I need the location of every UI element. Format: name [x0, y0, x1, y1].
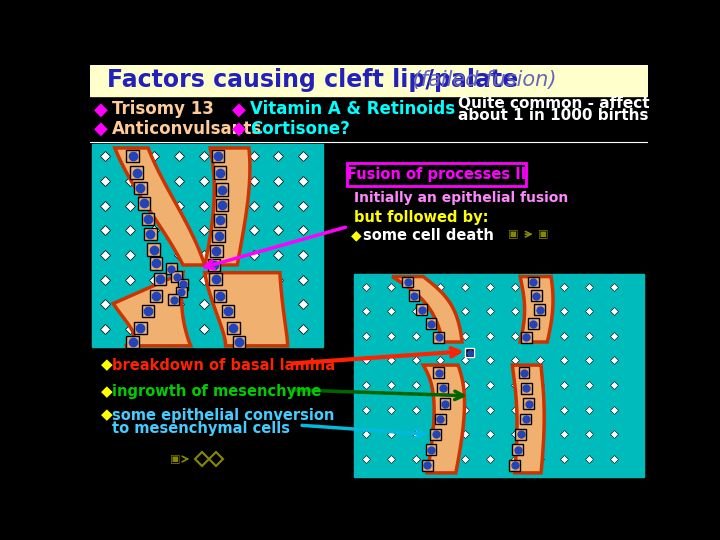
Bar — [431, 429, 441, 440]
Bar — [153, 273, 166, 285]
Bar — [178, 279, 189, 289]
Bar — [210, 245, 222, 257]
PathPatch shape — [114, 148, 204, 265]
Text: about 1 in 1000 births: about 1 in 1000 births — [458, 108, 649, 123]
Bar — [354, 274, 644, 477]
Bar — [528, 318, 539, 329]
Text: ◆: ◆ — [232, 100, 246, 118]
Bar — [214, 166, 226, 179]
Text: breakdown of basal lamina: breakdown of basal lamina — [112, 357, 335, 373]
Bar — [214, 214, 226, 226]
Bar — [90, 65, 648, 96]
Bar — [437, 383, 448, 394]
Text: ▣: ▣ — [508, 229, 518, 239]
Bar — [233, 336, 245, 348]
Bar — [513, 444, 523, 455]
Bar — [222, 305, 234, 318]
Bar — [523, 398, 534, 409]
PathPatch shape — [513, 365, 544, 473]
Text: ingrowth of mesenchyme: ingrowth of mesenchyme — [112, 384, 321, 399]
Bar — [426, 444, 436, 455]
Text: Factors causing cleft lip/palate: Factors causing cleft lip/palate — [107, 68, 518, 92]
Text: ▣: ▣ — [170, 454, 181, 464]
Bar — [534, 304, 545, 315]
Text: but followed by:: but followed by: — [354, 210, 488, 225]
Text: ◆: ◆ — [94, 120, 108, 138]
Bar — [422, 460, 433, 470]
Bar — [521, 332, 532, 343]
PathPatch shape — [204, 273, 287, 346]
Text: Anticonvulsants: Anticonvulsants — [112, 120, 262, 138]
Bar — [212, 230, 225, 242]
PathPatch shape — [113, 273, 191, 346]
Text: ◆: ◆ — [232, 120, 246, 138]
Bar — [130, 166, 143, 179]
PathPatch shape — [423, 365, 464, 473]
Bar — [142, 213, 154, 225]
Bar — [408, 291, 419, 301]
Text: Quite common - affect: Quite common - affect — [458, 96, 649, 111]
Bar — [215, 184, 228, 195]
Bar — [433, 332, 444, 343]
Bar — [435, 414, 446, 424]
Bar — [134, 182, 147, 194]
Bar — [531, 291, 542, 301]
Text: Initially an epithelial fusion: Initially an epithelial fusion — [354, 191, 568, 205]
Text: ◆: ◆ — [351, 229, 362, 243]
Bar — [521, 383, 532, 394]
PathPatch shape — [204, 148, 250, 265]
Bar — [134, 322, 147, 334]
Bar — [127, 150, 139, 162]
Bar — [215, 199, 228, 211]
Bar — [433, 367, 444, 378]
Bar — [92, 144, 323, 347]
Bar — [144, 228, 157, 240]
Text: some cell death: some cell death — [363, 228, 494, 243]
Bar — [426, 318, 436, 329]
Bar — [416, 304, 427, 315]
Text: Cortisone?: Cortisone? — [250, 120, 349, 138]
Text: ◆: ◆ — [101, 384, 112, 399]
PathPatch shape — [520, 276, 553, 342]
Bar — [142, 305, 154, 318]
Bar — [212, 150, 224, 162]
Text: to mesenchymal cells: to mesenchymal cells — [112, 421, 289, 436]
Bar — [402, 276, 413, 287]
Bar — [150, 257, 162, 269]
Bar — [176, 287, 187, 298]
Bar — [127, 336, 139, 348]
Text: ◆: ◆ — [101, 408, 112, 423]
Text: ▣: ▣ — [538, 229, 549, 239]
Bar — [150, 289, 162, 302]
PathPatch shape — [392, 276, 462, 342]
Text: Vitamin A & Retinoids: Vitamin A & Retinoids — [250, 100, 455, 118]
Bar — [528, 276, 539, 287]
Bar — [520, 414, 531, 424]
Text: ◆: ◆ — [94, 100, 108, 118]
FancyBboxPatch shape — [346, 164, 526, 186]
Text: Fusion of processes II: Fusion of processes II — [347, 167, 526, 183]
Text: ◆: ◆ — [101, 357, 112, 373]
Bar — [171, 271, 182, 282]
Bar — [516, 429, 526, 440]
Bar — [439, 398, 451, 409]
Bar — [148, 244, 160, 256]
Text: some epithelial conversion: some epithelial conversion — [112, 408, 334, 423]
Bar — [228, 322, 240, 334]
Bar — [509, 460, 520, 470]
Text: Trisomy 13: Trisomy 13 — [112, 100, 214, 118]
Bar — [214, 289, 226, 302]
Text: (failed fusion): (failed fusion) — [406, 70, 557, 90]
Bar — [168, 294, 179, 305]
Bar — [138, 197, 150, 210]
Bar — [166, 264, 177, 274]
Bar — [210, 273, 222, 285]
Bar — [208, 259, 220, 271]
Bar — [518, 367, 529, 378]
Bar — [465, 348, 474, 357]
